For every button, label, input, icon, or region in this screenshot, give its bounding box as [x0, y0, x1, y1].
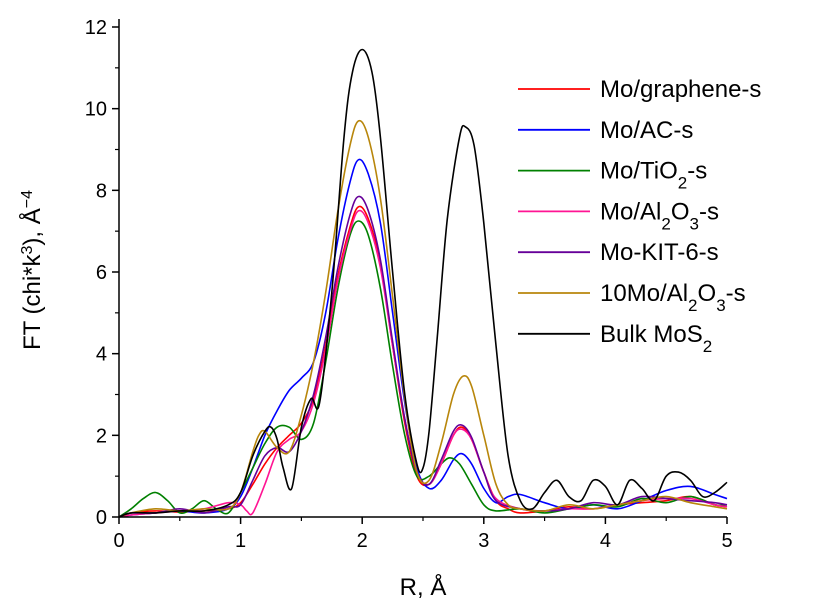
series-line-4	[118, 209, 728, 518]
y-tick-label: 10	[85, 99, 107, 121]
series-line-7	[118, 48, 728, 518]
y-tick-label: 0	[96, 507, 107, 529]
x-tick-label: 5	[721, 530, 732, 552]
legend-label-6: 10Mo/Al2O3-s	[600, 280, 746, 315]
x-tick-label: 2	[357, 530, 368, 552]
legend-label-7: Bulk MoS2	[600, 321, 712, 356]
legend-label-4: Mo/Al2O3-s	[600, 198, 719, 233]
x-tick-label: 4	[600, 530, 611, 552]
legend-label-1: Mo/graphene-s	[600, 76, 761, 103]
x-tick-label: 1	[235, 530, 246, 552]
legend-label-5: Mo-KIT-6-s	[600, 239, 719, 266]
y-tick-label: 6	[96, 262, 107, 284]
x-tick-label: 3	[478, 530, 489, 552]
legend-label-3: Mo/TiO2-s	[600, 158, 707, 193]
legend-label-2: Mo/AC-s	[600, 117, 693, 144]
y-tick-label: 4	[96, 344, 107, 366]
y-tick-label: 8	[96, 180, 107, 202]
legend: Mo/graphene-s Mo/AC-s Mo/TiO2-s Mo/Al2O3-s M…	[518, 76, 761, 355]
series-layer	[118, 48, 728, 518]
y-axis-title: FT (chi*k3), Å−4	[18, 190, 46, 350]
x-tick-label: 0	[113, 530, 124, 552]
series-line-6	[118, 119, 728, 518]
series-line-5	[118, 195, 728, 518]
y-tick-label: 12	[85, 17, 107, 39]
x-axis-title: R, Å	[400, 573, 447, 601]
y-tick-label: 2	[96, 425, 107, 447]
